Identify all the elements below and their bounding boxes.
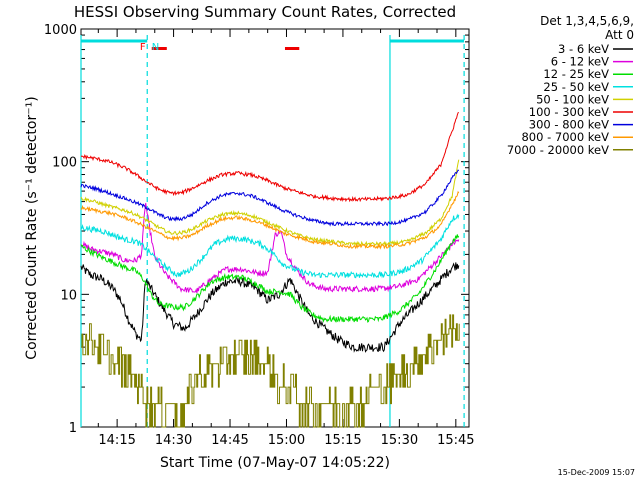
flag-label: N (152, 42, 159, 53)
x-tick-label: 15:45 (437, 433, 474, 448)
x-tick-label: 14:45 (211, 433, 248, 448)
legend-label: 25 - 50 keV (543, 80, 609, 94)
legend-label: 12 - 25 keV (543, 67, 609, 81)
x-tick-label: 15:15 (324, 433, 361, 448)
series-line (80, 262, 460, 353)
legend-label: 6 - 12 keV (551, 55, 609, 69)
legend-label: 300 - 800 keV (529, 118, 609, 132)
legend-label: 3 - 6 keV (558, 42, 609, 56)
series-line (80, 234, 460, 323)
series-line (80, 111, 459, 203)
x-tick-label: 15:00 (268, 433, 305, 448)
legend-label: 7000 - 20000 keV (507, 143, 609, 157)
series-group (80, 111, 460, 428)
series-line (80, 213, 460, 279)
timestamp: 15-Dec-2009 15:07 (558, 468, 635, 477)
series-line (80, 190, 460, 250)
y-tick-label: 100 (52, 156, 77, 171)
chart-title: HESSI Observing Summary Count Rates, Cor… (74, 3, 456, 21)
x-axis: 14:15 14:30 14:45 15:00 15:15 15:30 15:45 (97, 29, 475, 448)
y-axis-label: Corrected Count Rate (s⁻¹ detector⁻¹) (24, 96, 40, 359)
y-axis: 1 10 100 1000 (44, 23, 469, 436)
legend-label: 100 - 300 keV (529, 105, 609, 119)
series-line (80, 202, 460, 294)
flag-label: F (140, 42, 146, 53)
series-line (80, 169, 460, 227)
x-tick-label: 14:15 (98, 433, 135, 448)
legend-label: 50 - 100 keV (536, 92, 609, 106)
x-tick-label: 14:30 (155, 433, 192, 448)
plot-area: 14:15 14:30 14:45 15:00 15:15 15:30 15:45 1101… (44, 23, 475, 448)
series-line (80, 159, 460, 247)
y-tick-label: 10 (60, 288, 77, 303)
y-tick-label: 1 (69, 421, 77, 436)
series-line (81, 314, 460, 428)
x-axis-label: Start Time (07-May-07 14:05:22) (160, 455, 390, 471)
legend-label: 800 - 7000 keV (521, 130, 609, 144)
x-tick-label: 15:30 (381, 433, 418, 448)
y-tick-label: 1000 (44, 23, 77, 38)
legend-header-line2: Att 0 (605, 28, 634, 42)
legend-header-line1: Det 1,3,4,5,6,9, (540, 14, 634, 28)
